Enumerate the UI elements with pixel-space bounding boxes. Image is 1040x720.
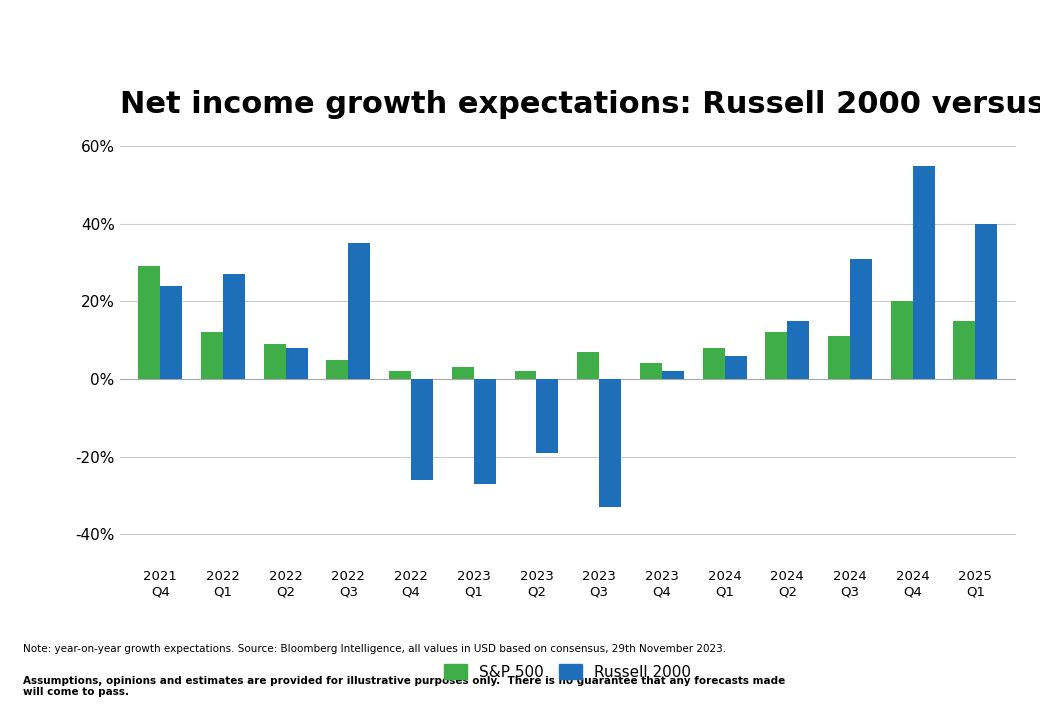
Bar [640,364,661,379]
Bar [411,379,433,480]
Bar [451,367,474,379]
Text: Note: year-on-year growth expectations. Source: Bloomberg Intelligence, all valu: Note: year-on-year growth expectations. … [23,644,726,654]
Bar [537,379,558,453]
Bar [577,352,599,379]
Bar [474,379,496,484]
Text: lgimblog.com      @LGIM: lgimblog.com @LGIM [831,22,1017,37]
Bar [828,336,850,379]
Bar [954,321,976,379]
Bar [286,348,308,379]
Text: January 2024   |   Investment strategy: January 2024 | Investment strategy [23,22,314,38]
Bar [765,333,787,379]
Bar [913,166,935,379]
Text: Net income growth expectations: Russell 2000 versus S&P 500: Net income growth expectations: Russell … [120,90,1040,119]
Bar [976,224,997,379]
Bar [327,359,348,379]
Bar [787,321,809,379]
Bar [138,266,160,379]
Bar [264,344,286,379]
Bar [890,302,913,379]
Text: Assumptions, opinions and estimates are provided for illustrative purposes only.: Assumptions, opinions and estimates are … [23,676,785,698]
Bar [850,258,872,379]
Bar [389,372,411,379]
Bar [223,274,245,379]
Bar [201,333,223,379]
Legend: S&P 500, Russell 2000: S&P 500, Russell 2000 [438,657,698,686]
Bar [599,379,621,507]
Bar [703,348,725,379]
Bar [515,372,537,379]
Bar [348,243,370,379]
Bar [661,372,684,379]
Bar [725,356,747,379]
Bar [160,286,182,379]
